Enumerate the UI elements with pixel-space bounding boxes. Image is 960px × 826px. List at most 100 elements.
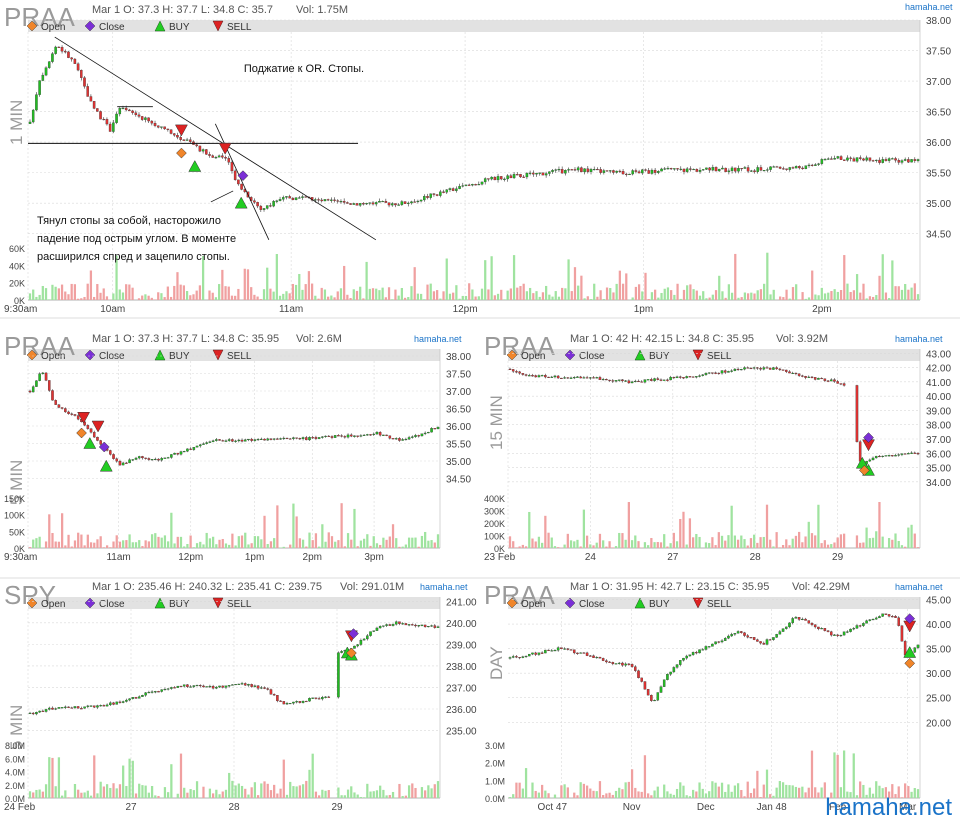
volume-bar [304, 284, 307, 300]
volume-bar [900, 289, 904, 300]
candle-body [186, 684, 189, 687]
candle-body [601, 658, 605, 661]
candle-body [871, 619, 875, 621]
chart-panel-p2: PRAA Mar 1 O: 37.3 H: 37.7 L: 34.8 C: 35.… [4, 331, 471, 563]
volume-bar [515, 547, 518, 548]
candle-body [553, 650, 557, 652]
candle-body [202, 685, 205, 688]
volume-bar [894, 286, 897, 300]
candle-body [682, 657, 685, 661]
volume-bar [109, 787, 112, 798]
volume-bar [234, 295, 237, 300]
volume-bar [64, 291, 67, 300]
candle-body [544, 173, 548, 176]
candle-body [913, 452, 917, 454]
volume-bar [830, 544, 833, 548]
annotation-note: расширился спред и зацепило стопы. [37, 251, 230, 263]
volume-bar [573, 267, 577, 300]
volume-bar [887, 791, 891, 798]
candle-body [794, 372, 798, 375]
volume-bar [778, 781, 781, 798]
candle-body [794, 617, 798, 619]
legend-sell-icon [692, 349, 704, 361]
candle-body [714, 167, 718, 172]
sell-marker [91, 420, 105, 433]
volume-bar [682, 785, 685, 798]
candle-body [163, 457, 167, 459]
candle-body [637, 171, 641, 174]
candle-body [698, 170, 702, 172]
volume-bar [160, 293, 163, 300]
candle-body [430, 625, 433, 627]
timeframe-label: DAY [487, 646, 506, 680]
volume-bar [605, 546, 608, 548]
volume-bar [589, 544, 592, 548]
volume-bar [404, 544, 408, 548]
volume-bar [356, 794, 359, 798]
volume-bar [756, 770, 759, 798]
volume-bar [350, 539, 353, 548]
volume-bar [125, 284, 128, 300]
candle-body [308, 698, 311, 702]
volume-bar [176, 793, 179, 798]
volume-bar [762, 536, 765, 548]
candle-body [611, 662, 615, 665]
candle-body [823, 378, 827, 381]
candle-body [704, 373, 708, 375]
volume-bar [630, 769, 634, 798]
volume-bar [48, 514, 51, 548]
volume-bar [403, 297, 407, 300]
volume-bar [691, 789, 695, 798]
buy-marker [99, 459, 113, 472]
volume-bar [855, 795, 859, 798]
candle-body [173, 687, 176, 689]
volume-bar [259, 299, 262, 300]
candle-body [714, 372, 717, 374]
volume-bar [93, 542, 96, 548]
candle-body [595, 656, 599, 659]
candle-body [121, 107, 125, 109]
candle-body [903, 159, 907, 161]
candle-body [572, 377, 576, 379]
volume-bar [414, 787, 417, 798]
volume-bar [115, 788, 118, 798]
candle-body [256, 438, 260, 441]
volume-bar [378, 290, 381, 300]
volume-bar [417, 546, 420, 548]
volume-bar [826, 544, 830, 548]
candle-body [842, 159, 846, 161]
volume-bar [884, 787, 888, 798]
volume-bar [215, 544, 218, 548]
x-tick-label: 24 [585, 552, 597, 563]
volume-bar [567, 259, 570, 300]
candle-body [86, 86, 89, 97]
candle-body [256, 202, 259, 207]
candle-body [766, 169, 769, 171]
candle-body [394, 438, 398, 440]
volume-bar [339, 288, 343, 300]
candle-body [192, 447, 196, 450]
volume-bar [375, 790, 379, 798]
candle-body [185, 139, 189, 141]
volume-bar [141, 785, 144, 798]
volume-bar [852, 290, 856, 300]
candle-body [701, 169, 705, 171]
candle-body [282, 437, 286, 440]
candle-body [750, 170, 753, 172]
ohlc-info: Mar 1 O: 37.3 H: 37.7 L: 34.8 C: 35.7 [92, 4, 273, 16]
candle-body [608, 661, 611, 663]
volume-bar [208, 538, 212, 548]
candle-body [301, 700, 305, 703]
volume-bar [266, 783, 269, 798]
candle-body [682, 168, 686, 172]
y-tick-label: 34.50 [926, 230, 951, 241]
candle-body [201, 149, 205, 152]
candle-body [689, 168, 692, 170]
volume-bar [907, 527, 910, 548]
volume-bar [138, 540, 141, 548]
candle-body [842, 383, 846, 386]
candle-body [527, 375, 531, 377]
volume-bar [711, 781, 714, 798]
chart-panel-p1: PRAA Mar 1 O: 37.3 H: 37.7 L: 34.8 C: 35.… [4, 2, 953, 315]
candle-body [182, 684, 186, 687]
